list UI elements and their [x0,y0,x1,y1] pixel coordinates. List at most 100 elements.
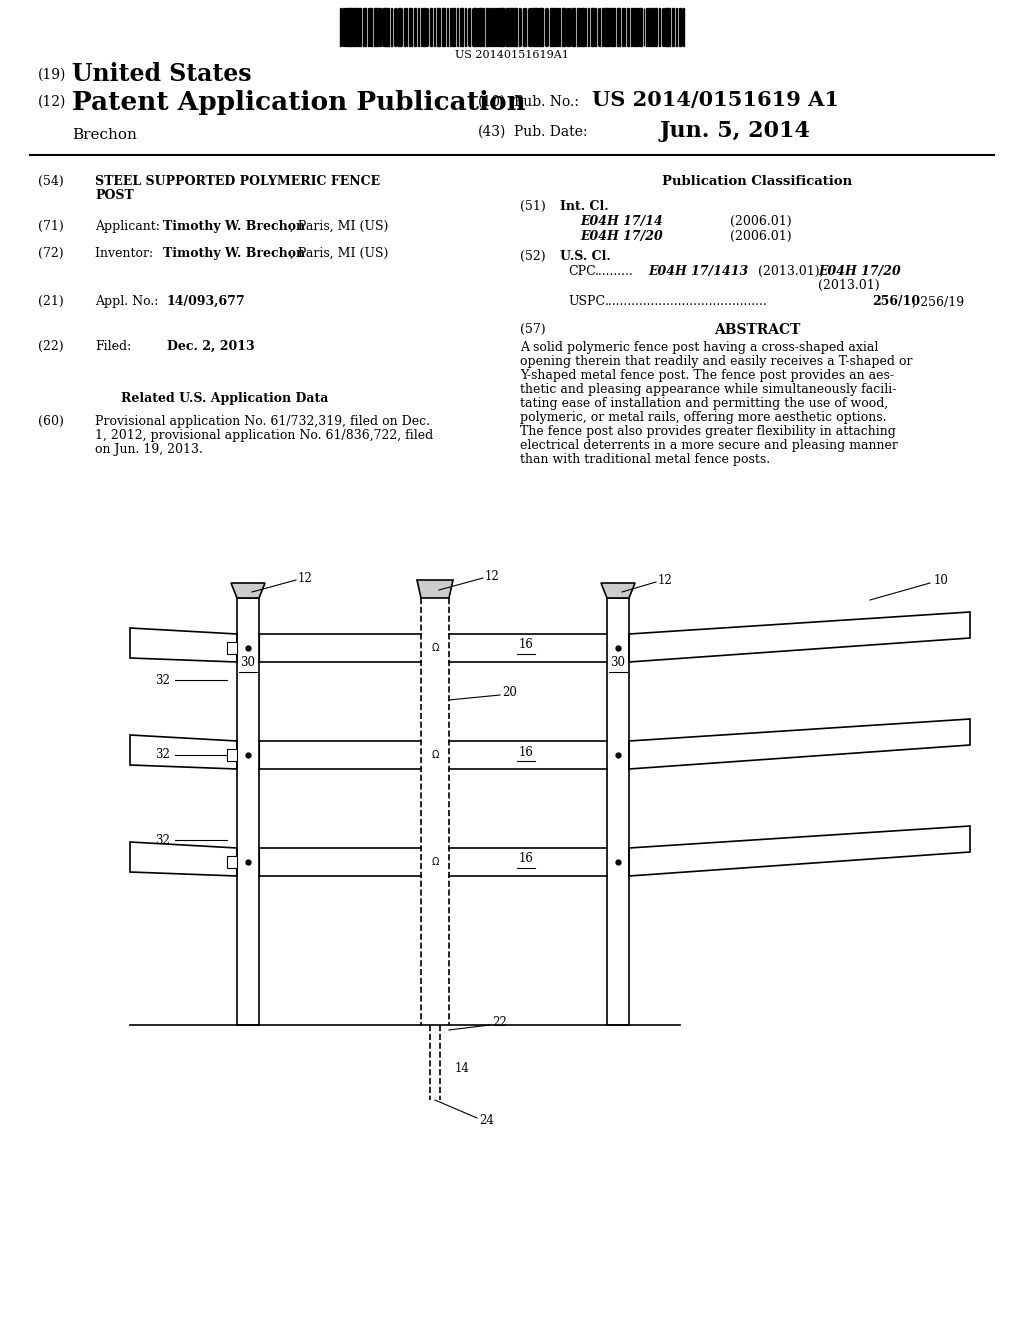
Text: than with traditional metal fence posts.: than with traditional metal fence posts. [520,453,770,466]
Text: Related U.S. Application Data: Related U.S. Application Data [121,392,329,405]
Bar [370,8,372,46]
Text: (2006.01): (2006.01) [730,230,792,243]
Bar [665,8,667,46]
Text: (43): (43) [478,125,507,139]
Bar [346,8,349,46]
Bar [607,598,629,1026]
Text: US 20140151619A1: US 20140151619A1 [455,50,569,59]
Text: 12: 12 [485,569,500,582]
Text: (51): (51) [520,201,546,213]
Text: POST: POST [95,189,134,202]
Bar [639,8,641,46]
Bar [606,8,609,46]
Bar [622,8,623,46]
Bar [227,855,237,869]
Text: (2013.01): (2013.01) [818,279,880,292]
Text: U.S. Cl.: U.S. Cl. [560,249,610,263]
Bar [515,8,516,46]
Text: on Jun. 19, 2013.: on Jun. 19, 2013. [95,444,203,455]
Bar [501,8,503,46]
Text: E04H 17/20: E04H 17/20 [818,265,901,279]
Text: E04H 17/20: E04H 17/20 [580,230,663,243]
Bar [374,8,377,46]
Text: tating ease of installation and permitting the use of wood,: tating ease of installation and permitti… [520,397,888,411]
Bar [556,8,558,46]
Text: (54): (54) [38,176,63,187]
Text: (57): (57) [520,323,546,337]
Text: 30: 30 [241,656,256,669]
Bar [383,8,385,46]
Text: Publication Classification: Publication Classification [662,176,852,187]
Polygon shape [231,583,265,598]
Bar [227,748,237,762]
Text: Filed:: Filed: [95,341,131,352]
Text: Ω: Ω [431,750,438,760]
Bar [430,8,431,46]
Text: 22: 22 [492,1016,507,1030]
Text: A solid polymeric fence post having a cross-shaped axial: A solid polymeric fence post having a cr… [520,341,879,354]
Text: Ω: Ω [431,857,438,867]
Text: Dec. 2, 2013: Dec. 2, 2013 [167,341,255,352]
Bar [618,8,620,46]
Bar [566,8,568,46]
Text: ..........................................: ........................................… [605,294,768,308]
Bar [473,8,476,46]
Text: (71): (71) [38,220,63,234]
Text: (60): (60) [38,414,63,428]
Text: CPC: CPC [568,265,596,279]
Text: 12: 12 [298,572,312,585]
Text: (2006.01): (2006.01) [730,215,792,228]
Bar [488,8,490,46]
Text: E04H 17/1413: E04H 17/1413 [648,265,749,279]
Text: opening therein that readily and easily receives a T-shaped or: opening therein that readily and easily … [520,355,912,368]
Text: STEEL SUPPORTED POLYMERIC FENCE: STEEL SUPPORTED POLYMERIC FENCE [95,176,380,187]
Bar [344,8,346,46]
Bar [479,8,482,46]
Text: Int. Cl.: Int. Cl. [560,201,608,213]
Text: USPC: USPC [568,294,605,308]
Bar [635,8,638,46]
Text: 256/10: 256/10 [872,294,921,308]
Text: (22): (22) [38,341,63,352]
Text: United States: United States [72,62,252,86]
Bar [450,8,451,46]
Text: (12): (12) [38,95,67,110]
Text: (19): (19) [38,69,67,82]
Polygon shape [601,583,635,598]
Text: Patent Application Publication: Patent Application Publication [72,90,525,115]
Bar [546,8,547,46]
Bar [672,8,674,46]
Bar [493,8,494,46]
Bar [571,8,574,46]
Bar [604,8,605,46]
Text: thetic and pleasing appearance while simultaneously facili-: thetic and pleasing appearance while sim… [520,383,896,396]
Text: Inventor:: Inventor: [95,247,161,260]
Bar [528,8,530,46]
Bar [653,8,656,46]
Bar [441,8,444,46]
Text: 32: 32 [155,833,170,846]
Bar [585,8,586,46]
Bar [577,8,580,46]
Text: 16: 16 [518,639,534,652]
Bar [409,8,412,46]
Bar [358,8,361,46]
Bar [414,8,416,46]
Text: Applicant:: Applicant: [95,220,164,234]
Text: 16: 16 [518,853,534,866]
Text: (2013.01);: (2013.01); [758,265,824,279]
Bar [506,8,509,46]
Text: 14: 14 [455,1061,470,1074]
Polygon shape [417,579,453,598]
Bar [510,8,512,46]
Bar [581,8,584,46]
Text: 32: 32 [155,673,170,686]
Bar [237,598,259,1026]
Bar [227,642,237,653]
Text: Provisional application No. 61/732,319, filed on Dec.: Provisional application No. 61/732,319, … [95,414,430,428]
Bar [518,8,520,46]
Bar [380,8,381,46]
Bar [601,8,603,46]
Bar [486,8,487,46]
Text: (72): (72) [38,247,63,260]
